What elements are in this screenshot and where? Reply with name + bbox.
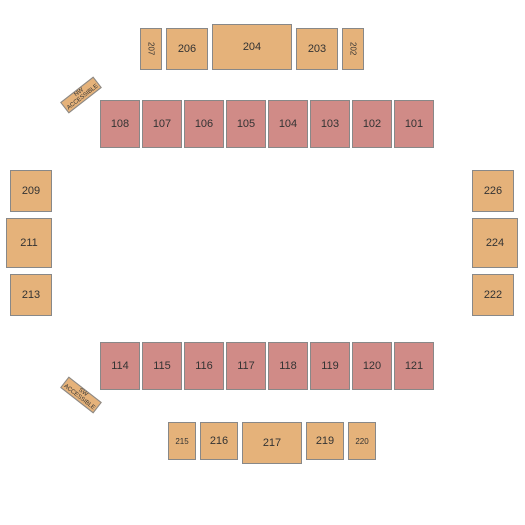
section-label: 226 <box>484 185 502 197</box>
section-label: 102 <box>363 118 381 130</box>
accessible-label: SW ACCESSIBLE <box>62 378 101 412</box>
section-107[interactable]: 107 <box>142 100 182 148</box>
section-label: 104 <box>279 118 297 130</box>
section-213[interactable]: 213 <box>10 274 52 316</box>
section-label: 224 <box>486 237 504 249</box>
section-204[interactable]: 204 <box>212 24 292 70</box>
section-label: 119 <box>321 360 339 372</box>
section-121[interactable]: 121 <box>394 342 434 390</box>
section-label: 213 <box>22 289 40 301</box>
section-215[interactable]: 215 <box>168 422 196 460</box>
section-label: 220 <box>355 437 368 446</box>
section-209[interactable]: 209 <box>10 170 52 212</box>
section-222[interactable]: 222 <box>472 274 514 316</box>
section-206[interactable]: 206 <box>166 28 208 70</box>
section-203[interactable]: 203 <box>296 28 338 70</box>
section-label: 120 <box>363 360 381 372</box>
section-label: 116 <box>195 360 213 372</box>
section-label: 118 <box>279 360 297 372</box>
section-label: 121 <box>405 360 423 372</box>
sw-accessible[interactable]: SW ACCESSIBLE <box>60 377 102 414</box>
section-label: 101 <box>405 118 423 130</box>
section-label: 106 <box>195 118 213 130</box>
section-label: 222 <box>484 289 502 301</box>
accessible-label: NW ACCESSIBLE <box>62 78 101 112</box>
section-217[interactable]: 217 <box>242 422 302 464</box>
section-101[interactable]: 101 <box>394 100 434 148</box>
section-label: 209 <box>22 185 40 197</box>
section-103[interactable]: 103 <box>310 100 350 148</box>
section-label: 203 <box>308 43 326 55</box>
section-105[interactable]: 105 <box>226 100 266 148</box>
nw-accessible[interactable]: NW ACCESSIBLE <box>60 77 102 114</box>
section-117[interactable]: 117 <box>226 342 266 390</box>
section-116[interactable]: 116 <box>184 342 224 390</box>
section-label: 207 <box>147 42 156 55</box>
section-220[interactable]: 220 <box>348 422 376 460</box>
section-108[interactable]: 108 <box>100 100 140 148</box>
section-211[interactable]: 211 <box>6 218 52 268</box>
section-207[interactable]: 207 <box>140 28 162 70</box>
section-label: 211 <box>20 237 38 249</box>
section-202[interactable]: 202 <box>342 28 364 70</box>
section-219[interactable]: 219 <box>306 422 344 460</box>
section-label: 114 <box>111 360 129 372</box>
section-label: 108 <box>111 118 129 130</box>
section-label: 202 <box>349 42 358 55</box>
section-114[interactable]: 114 <box>100 342 140 390</box>
section-120[interactable]: 120 <box>352 342 392 390</box>
section-label: 105 <box>237 118 255 130</box>
section-118[interactable]: 118 <box>268 342 308 390</box>
section-226[interactable]: 226 <box>472 170 514 212</box>
section-label: 216 <box>210 435 228 447</box>
section-106[interactable]: 106 <box>184 100 224 148</box>
section-label: 219 <box>316 435 334 447</box>
section-label: 103 <box>321 118 339 130</box>
section-104[interactable]: 104 <box>268 100 308 148</box>
section-216[interactable]: 216 <box>200 422 238 460</box>
section-102[interactable]: 102 <box>352 100 392 148</box>
section-label: 115 <box>153 360 171 372</box>
section-label: 217 <box>263 437 281 449</box>
seating-chart: 207 206 204 203 202 108 107 106 105 104 103 102 101 2… <box>0 0 525 525</box>
section-label: 107 <box>153 118 171 130</box>
section-115[interactable]: 115 <box>142 342 182 390</box>
section-label: 204 <box>243 41 261 53</box>
section-224[interactable]: 224 <box>472 218 518 268</box>
section-label: 206 <box>178 43 196 55</box>
section-label: 117 <box>237 360 255 372</box>
section-label: 215 <box>175 437 188 446</box>
section-119[interactable]: 119 <box>310 342 350 390</box>
